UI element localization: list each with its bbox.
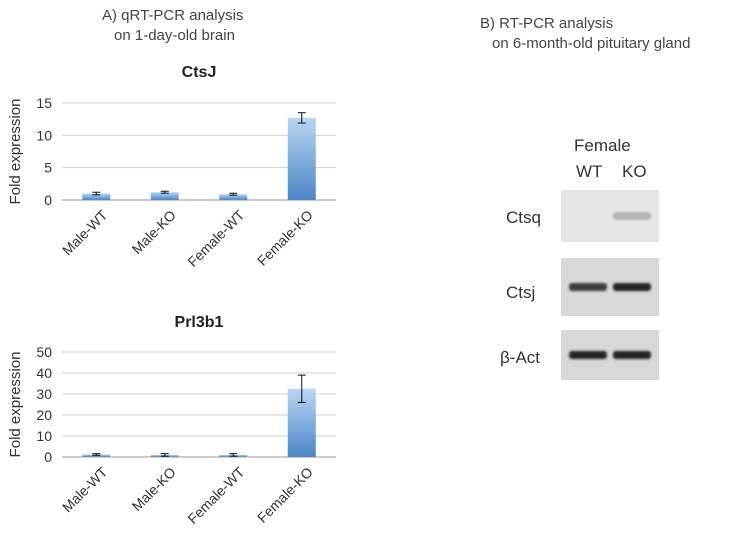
y-tick-label: 0 (44, 449, 52, 465)
gel-image (561, 190, 659, 380)
gel-band (613, 351, 651, 359)
y-tick-label: 10 (36, 127, 52, 143)
gel-band (613, 283, 651, 291)
x-category-label: Female-KO (254, 464, 316, 526)
bar (150, 192, 179, 200)
y-tick-label: 50 (36, 344, 52, 360)
gel-row-label-ctsj: Ctsj (506, 283, 536, 302)
gel-lane-label-ko: KO (622, 162, 647, 181)
y-tick-label: 5 (44, 160, 52, 176)
bar (219, 194, 248, 200)
bar (82, 193, 111, 200)
panel-b-title-line2: on 6-month-old pituitary gland (492, 35, 691, 52)
chart-title: CtsJ (182, 64, 217, 81)
gel-band (569, 351, 607, 359)
gel-band (569, 283, 607, 291)
panel-b-title-line1: B) RT-PCR analysis (480, 15, 614, 32)
x-category-label: Male-WT (59, 463, 111, 515)
gel-lane-label-wt: WT (576, 162, 603, 181)
bar (287, 117, 316, 200)
y-axis-label: Fold expression (7, 352, 24, 458)
panel-a-title-line1: A) qRT-PCR analysis (102, 7, 244, 24)
y-tick-label: 15 (36, 95, 52, 111)
y-tick-label: 20 (36, 407, 52, 423)
chart-title: Prl3b1 (175, 314, 224, 331)
y-axis-label: Fold expression (7, 99, 24, 205)
x-category-label: Male-KO (129, 464, 179, 514)
gel-row-label-ctsq: Ctsq (506, 208, 541, 227)
x-category-label: Female-WT (184, 464, 247, 527)
x-category-label: Male-KO (129, 207, 179, 257)
y-tick-label: 10 (36, 428, 52, 444)
y-tick-label: 0 (44, 192, 52, 208)
y-tick-label: 40 (36, 365, 52, 381)
x-category-label: Female-KO (254, 207, 316, 269)
x-category-label: Male-WT (59, 206, 111, 258)
panel-a-title-line2: on 1-day-old brain (114, 27, 235, 44)
x-category-label: Female-WT (184, 207, 247, 270)
gel-row-label-bact: β-Act (500, 348, 541, 367)
prl3b1-bar-chart: Prl3b1 0 10 20 30 40 50 Fold expression Male-WT M… (7, 314, 336, 527)
gel-group-label: Female (574, 136, 631, 155)
panel-a-title: A) qRT-PCR analysis on 1-day-old brain (102, 6, 243, 46)
panel-b-title: B) RT-PCR analysis on 6-month-old pituit… (480, 14, 690, 54)
y-tick-label: 30 (36, 386, 52, 402)
gel-band (613, 212, 651, 220)
